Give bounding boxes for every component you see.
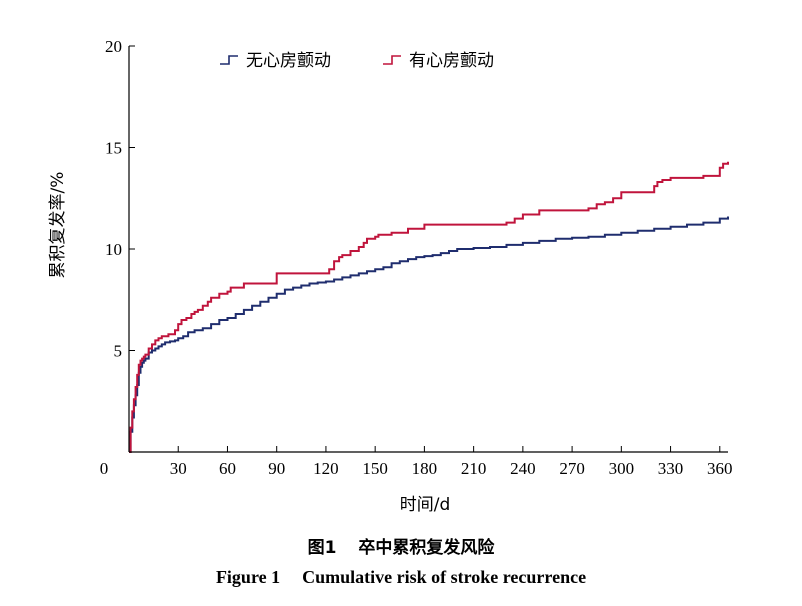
plot-area xyxy=(129,161,729,453)
y-axis-title: 累积复发率/% xyxy=(48,172,68,279)
caption-cn-text: 卒中累积复发风险 xyxy=(358,538,495,558)
legend-swatch xyxy=(383,55,401,65)
figure-caption-en: Figure 1 Cumulative risk of stroke recurr… xyxy=(0,567,802,588)
y-tick-label: 5 xyxy=(114,342,123,361)
x-tick-label: 300 xyxy=(609,459,635,478)
x-tick-label: 150 xyxy=(362,459,388,478)
axes: 0 30 60 90 120 150 180 210 240 270 300 330 360 5 10 15 2… xyxy=(100,37,733,478)
x-tick-label: 330 xyxy=(658,459,684,478)
caption-cn-label: 图1 xyxy=(307,538,337,558)
x-tick-label: 30 xyxy=(170,459,187,478)
y-tick-label: 15 xyxy=(105,139,122,158)
x-tick-label: 240 xyxy=(510,459,536,478)
x-tick-label: 270 xyxy=(559,459,585,478)
series-line-0 xyxy=(129,216,729,453)
x-tick-label: 210 xyxy=(461,459,487,478)
legend-label: 有心房颤动 xyxy=(409,51,494,71)
legend: 无心房颤动 有心房颤动 xyxy=(220,51,494,71)
x-axis-title: 时间/d xyxy=(400,495,451,515)
legend-item-1: 有心房颤动 xyxy=(383,51,494,71)
series-line-1 xyxy=(129,161,729,453)
legend-item-0: 无心房颤动 xyxy=(220,51,331,71)
x-tick-label: 0 xyxy=(100,459,109,478)
x-tick-label: 360 xyxy=(707,459,733,478)
x-tick-label: 120 xyxy=(313,459,339,478)
y-tick-label: 10 xyxy=(105,240,122,259)
legend-label: 无心房颤动 xyxy=(246,51,331,71)
x-tick-label: 60 xyxy=(219,459,236,478)
x-tick-label: 90 xyxy=(268,459,285,478)
y-tick-label: 20 xyxy=(105,37,122,56)
figure-caption-cn: 图1 卒中累积复发风险 xyxy=(0,533,802,558)
caption-en-text: Cumulative risk of stroke recurrence xyxy=(302,567,587,587)
caption-en-label: Figure 1 xyxy=(215,567,281,587)
legend-swatch xyxy=(220,55,238,65)
x-tick-label: 180 xyxy=(412,459,438,478)
